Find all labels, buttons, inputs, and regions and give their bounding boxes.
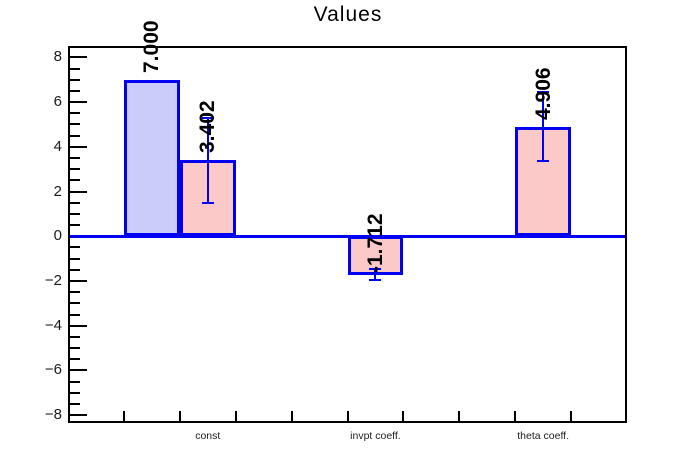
y-tick-label: 4 (53, 137, 62, 155)
bar-value-text: 7.000 (140, 20, 164, 73)
y-minor-tick (70, 268, 80, 271)
error-bar-stem (374, 268, 377, 281)
plot-frame (68, 46, 627, 423)
y-minor-tick (70, 313, 80, 316)
error-bar-cap (369, 267, 382, 270)
y-major-tick (70, 324, 87, 327)
y-minor-tick (70, 391, 80, 394)
y-minor-tick (70, 179, 80, 182)
y-minor-tick (70, 291, 80, 294)
bar-value-text: 3.402 (196, 100, 220, 154)
y-minor-tick (70, 380, 80, 383)
y-minor-tick (70, 168, 80, 171)
x-category-label: theta coeff. (517, 430, 570, 442)
y-minor-tick (70, 89, 80, 92)
y-minor-tick (70, 134, 80, 137)
error-bar-cap (201, 201, 214, 204)
y-major-tick (70, 280, 87, 282)
x-tick (290, 411, 293, 421)
x-tick (234, 411, 237, 421)
error-bar-stem (542, 91, 545, 162)
y-tick-label: −4 (44, 316, 62, 334)
y-tick-label: 8 (53, 48, 62, 66)
y-major-tick (70, 101, 87, 104)
error-bar-cap (537, 90, 550, 93)
y-tick-label: 2 (53, 182, 62, 200)
y-minor-tick (70, 257, 80, 260)
y-major-tick (70, 369, 87, 372)
y-minor-tick (70, 157, 80, 160)
x-tick (570, 411, 573, 421)
error-bar-stem (206, 117, 209, 203)
y-major-tick (70, 414, 87, 417)
y-minor-tick (70, 112, 80, 115)
y-tick-label: −2 (44, 272, 62, 289)
x-tick (178, 411, 181, 421)
y-major-tick (70, 145, 87, 148)
chart-title: Values (313, 3, 383, 26)
x-tick (122, 411, 125, 421)
error-bar-cap (537, 160, 550, 163)
y-minor-tick (70, 224, 80, 227)
y-major-tick (70, 190, 87, 193)
y-minor-tick (70, 402, 80, 405)
y-major-tick (70, 56, 87, 59)
y-tick-label: −8 (44, 406, 62, 424)
x-tick (346, 411, 349, 421)
y-minor-tick (70, 246, 80, 249)
bar-value-text: 4.906 (531, 67, 555, 120)
y-minor-tick (70, 123, 80, 126)
x-tick (514, 411, 517, 421)
y-tick-label: 0 (53, 227, 62, 245)
bar (347, 236, 404, 275)
error-bar-cap (201, 116, 214, 119)
y-minor-tick (70, 347, 80, 350)
zero-line (70, 234, 625, 238)
y-tick-label: 6 (53, 93, 62, 111)
y-minor-tick (70, 302, 80, 305)
y-minor-tick (70, 201, 80, 204)
y-tick-label: −6 (44, 361, 62, 379)
y-minor-tick (70, 78, 80, 81)
x-tick (402, 411, 405, 421)
x-category-label: const (195, 430, 221, 442)
bar-value-text: -1.712 (363, 213, 387, 273)
y-minor-tick (70, 335, 80, 338)
y-minor-tick (70, 212, 80, 215)
x-tick (458, 411, 461, 421)
x-category-label: invpt coeff. (350, 430, 401, 442)
y-minor-tick (70, 358, 80, 361)
error-bar-cap (369, 279, 382, 282)
y-minor-tick (70, 67, 80, 70)
bar (123, 79, 180, 237)
